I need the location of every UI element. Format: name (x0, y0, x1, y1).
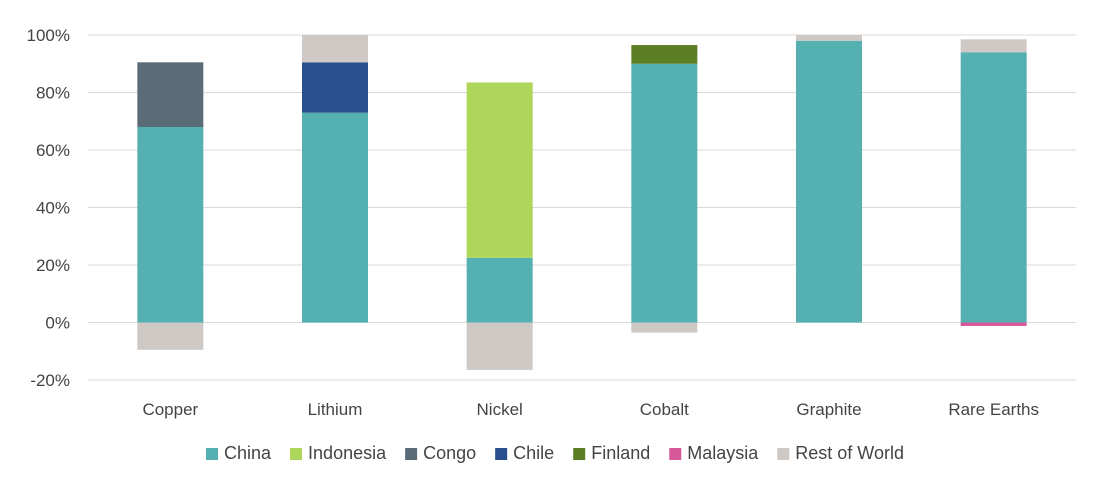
legend-item: China (206, 443, 272, 463)
bar-lithium-chile (302, 62, 368, 113)
legend-item: Malaysia (669, 443, 759, 463)
legend-item: Chile (495, 443, 554, 463)
y-tick-label: 0% (45, 314, 70, 333)
legend-label: Indonesia (308, 443, 387, 463)
bar-graphite-rest-of-world (796, 35, 862, 41)
bar-cobalt-rest-of-world (631, 322, 698, 333)
bars (137, 35, 1027, 370)
x-axis-category-labels: Copper Lithium Nickel Cobalt Graphite Rare Ea… (142, 400, 1039, 419)
legend-item: Finland (573, 443, 650, 463)
bar-rare-earths-malaysia (960, 322, 1027, 326)
bar-copper-china (137, 127, 204, 323)
x-category-label: Lithium (308, 400, 363, 419)
x-category-label: Cobalt (640, 400, 689, 419)
bar-rare-earths-rest-of-world (960, 39, 1027, 53)
legend-item: Rest of World (777, 443, 904, 463)
y-tick-label: 60% (36, 141, 70, 160)
legend-label: Chile (513, 443, 554, 463)
y-tick-label: 100% (27, 26, 70, 45)
legend-label: Rest of World (795, 443, 904, 463)
bar-copper-congo (137, 62, 204, 127)
legend-swatch (573, 448, 586, 460)
y-tick-label: 80% (36, 84, 70, 103)
x-category-label: Rare Earths (948, 400, 1039, 419)
legend-item: Indonesia (290, 443, 387, 463)
legend: China Indonesia Congo Chile Finland Malaysia R… (206, 443, 904, 463)
y-axis-tick-labels: 100% 80% 60% 40% 20% 0% -20% (27, 26, 70, 390)
legend-item: Congo (405, 443, 476, 463)
legend-label: Congo (423, 443, 476, 463)
bar-graphite-china (796, 40, 862, 323)
bar-nickel-rest-of-world (466, 322, 533, 370)
bar-cobalt-china (631, 63, 698, 323)
legend-swatch (206, 448, 219, 460)
legend-swatch (405, 448, 418, 460)
x-category-label: Nickel (477, 400, 523, 419)
bar-lithium-rest-of-world (302, 35, 368, 63)
bar-rare-earths-china (960, 52, 1027, 323)
bar-nickel-china (466, 257, 533, 323)
legend-swatch (777, 448, 790, 460)
legend-swatch (669, 448, 682, 460)
y-tick-label: -20% (30, 371, 70, 390)
bar-copper-rest-of-world (137, 322, 204, 350)
legend-label: Finland (591, 443, 650, 463)
bar-nickel-indonesia (466, 82, 533, 258)
legend-label: China (224, 443, 272, 463)
bar-cobalt-finland (631, 45, 698, 64)
gridlines (88, 34, 1076, 381)
legend-swatch (290, 448, 303, 460)
x-category-label: Copper (142, 400, 198, 419)
bar-lithium-china (302, 112, 368, 323)
y-tick-label: 20% (36, 256, 70, 275)
legend-label: Malaysia (687, 443, 759, 463)
x-category-label: Graphite (796, 400, 861, 419)
y-tick-label: 40% (36, 199, 70, 218)
legend-swatch (495, 448, 508, 460)
